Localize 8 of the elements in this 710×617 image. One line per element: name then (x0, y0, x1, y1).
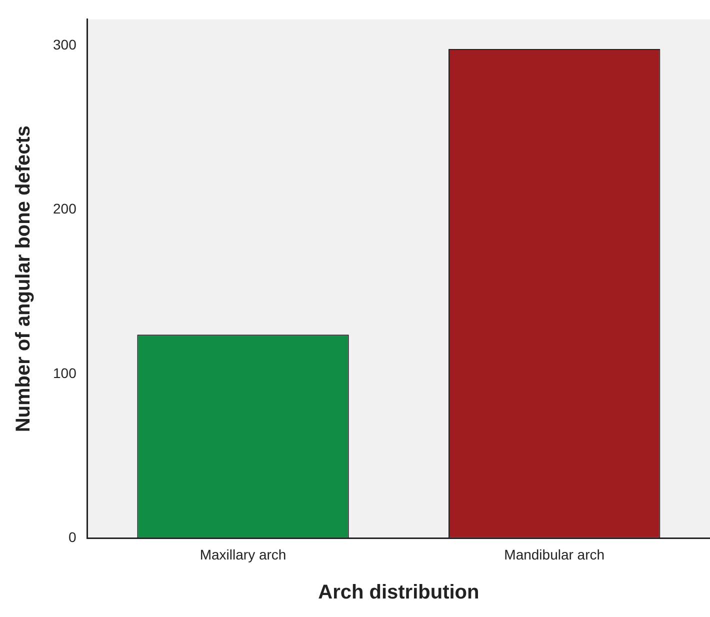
x-tick-label: Mandibular arch (504, 546, 605, 562)
x-axis-title: Arch distribution (318, 582, 480, 604)
y-tick-label: 100 (53, 364, 77, 381)
y-axis-title: Number of angular bone defects (12, 125, 35, 432)
y-tick-label: 200 (53, 200, 77, 217)
y-tick-label: 300 (53, 36, 77, 53)
x-tick-label: Maxillary arch (200, 546, 286, 562)
y-tick-label: 0 (68, 529, 77, 546)
